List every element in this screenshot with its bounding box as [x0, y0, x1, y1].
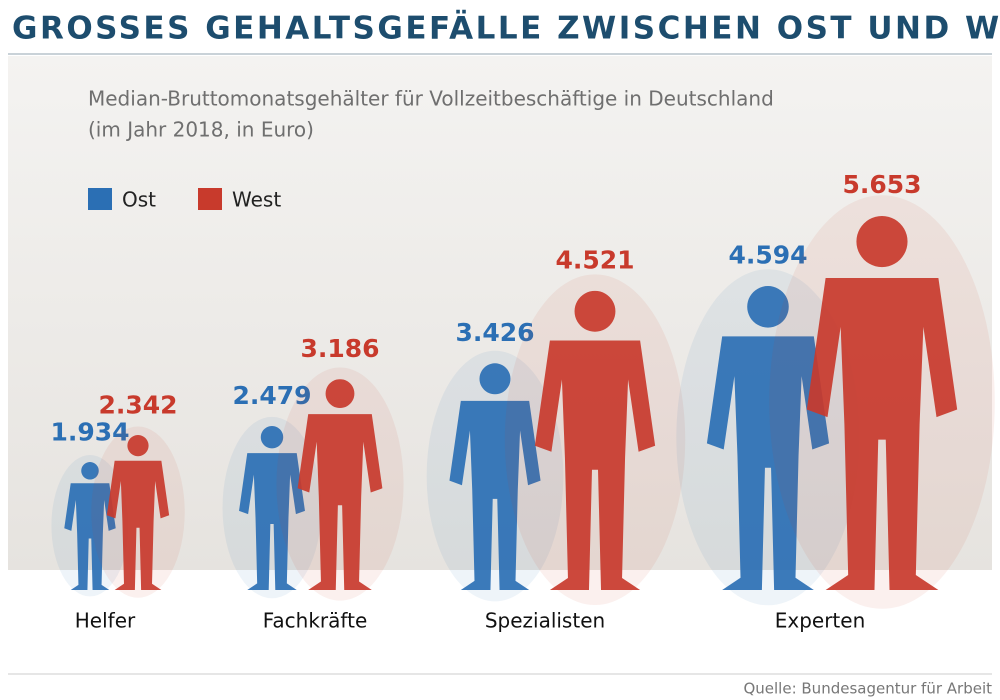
x-tick-label: Helfer [75, 609, 136, 633]
value-label: 1.934 [50, 417, 129, 446]
legend-label: Ost [122, 188, 156, 212]
legend-label: West [232, 188, 281, 212]
value-label: 2.342 [98, 390, 177, 419]
figure [806, 215, 958, 590]
figure [297, 379, 383, 590]
value-label: 4.521 [555, 245, 634, 274]
figure [64, 462, 116, 590]
value-label: 3.186 [300, 334, 379, 363]
source: Quelle: Bundesagentur für Arbeit [743, 680, 992, 698]
x-tick-label: Fachkräfte [263, 609, 368, 633]
value-label: 4.594 [728, 240, 807, 269]
value-label: 2.479 [232, 381, 311, 410]
legend-swatch [88, 188, 112, 210]
x-tick-label: Experten [775, 609, 866, 633]
figure [106, 435, 170, 590]
subtitle: (im Jahr 2018, in Euro) [88, 118, 314, 142]
figure [706, 286, 830, 590]
value-label: 3.426 [455, 318, 534, 347]
x-tick-label: Spezialisten [485, 609, 605, 633]
figure [239, 425, 305, 590]
figure [449, 363, 541, 590]
subtitle: Median-Bruttomonatsgehälter für Vollzeit… [88, 87, 774, 111]
value-label: 5.653 [842, 170, 921, 199]
chart-title: GROSSES GEHALTSGEFÄLLE ZWISCHEN OST UND … [12, 11, 1000, 47]
figure [534, 290, 656, 590]
legend-swatch [198, 188, 222, 210]
